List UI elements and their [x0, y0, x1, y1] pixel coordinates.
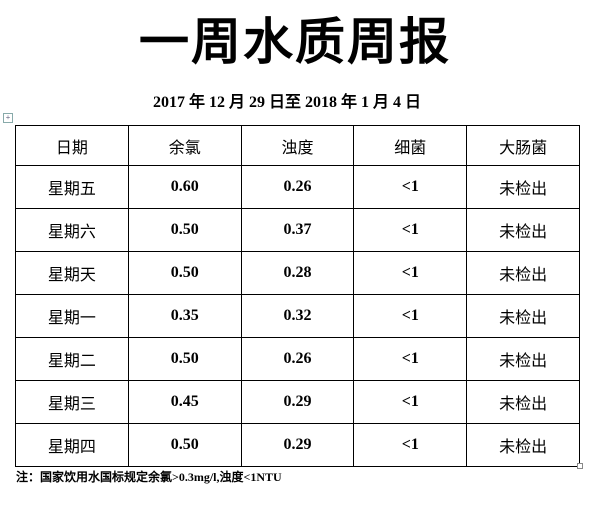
table-cell: <1: [353, 165, 468, 209]
table-cell: 星期三: [15, 380, 129, 424]
footnote: 注：国家饮用水国标规定余氯>0.3mg/l,浊度<1NTU: [16, 470, 282, 484]
title: 一周水质周报: [139, 14, 451, 70]
table-cell: 星期六: [15, 208, 129, 252]
table-cell: 0.32: [240, 294, 355, 338]
table-cell: 0.50: [127, 208, 242, 252]
table-cell: 0.50: [127, 423, 242, 467]
table-cell: 未检出: [466, 423, 580, 467]
table-row: 星期一 0.35 0.32 <1 未检出: [15, 294, 580, 338]
column-header: 浊度: [240, 125, 355, 166]
table-row: 星期四 0.50 0.29 <1 未检出: [15, 423, 580, 467]
table-cell: 未检出: [466, 251, 580, 295]
table-body: 星期五 0.60 0.26 <1 未检出 星期六 0.50 0.37 <1 未检出 星期天 0.50 0…: [15, 165, 580, 467]
table-row: 星期天 0.50 0.28 <1 未检出: [15, 251, 580, 295]
table-cell: 未检出: [466, 337, 580, 381]
table-cell: 0.26: [240, 337, 355, 381]
table-row: 星期五 0.60 0.26 <1 未检出: [15, 165, 580, 209]
column-header: 日期: [15, 125, 129, 166]
table-cell: <1: [353, 208, 468, 252]
table-cell: 星期一: [15, 294, 129, 338]
table-cell: 星期天: [15, 251, 129, 295]
subtitle: 2017 年 12 月 29 日至 2018 年 1 月 4 日: [152, 94, 421, 111]
table-cell: 0.29: [240, 380, 355, 424]
table-cell: 0.45: [127, 380, 242, 424]
table-cell: 0.37: [240, 208, 355, 252]
table-cell: <1: [353, 423, 468, 467]
column-header: 大肠菌: [466, 125, 580, 166]
column-header: 余氯: [127, 125, 242, 166]
table-row: 星期二 0.50 0.26 <1 未检出: [15, 337, 580, 381]
table-cell: 0.35: [127, 294, 242, 338]
table-cell: <1: [353, 294, 468, 338]
table-cell: 0.60: [127, 165, 242, 209]
table-cell: 星期二: [15, 337, 129, 381]
table-cell: 0.50: [127, 251, 242, 295]
table-cell: <1: [353, 337, 468, 381]
table-cell: 0.29: [240, 423, 355, 467]
table-cell: 星期五: [15, 165, 129, 209]
table-cell: 0.26: [240, 165, 355, 209]
table-cell: 未检出: [466, 380, 580, 424]
water-quality-table: 日期 余氯 浊度 细菌 大肠菌 星期五 0.60 0.26 <1 未检出 星期六 0.50 0.37 <…: [15, 125, 580, 467]
table-cell: <1: [353, 380, 468, 424]
column-header: 细菌: [353, 125, 468, 166]
table-cell: 星期四: [15, 423, 129, 467]
table-row: 星期三 0.45 0.29 <1 未检出: [15, 380, 580, 424]
table-cell: <1: [353, 251, 468, 295]
table-cell: 未检出: [466, 294, 580, 338]
table-cell: 0.28: [240, 251, 355, 295]
table-row: 星期六 0.50 0.37 <1 未检出: [15, 208, 580, 252]
table-cell: 未检出: [466, 208, 580, 252]
header-row: 日期 余氯 浊度 细菌 大肠菌: [15, 125, 580, 166]
table-cell: 0.50: [127, 337, 242, 381]
table-move-handle[interactable]: +: [3, 113, 13, 123]
table-resize-handle[interactable]: [577, 463, 583, 469]
table-cell: 未检出: [466, 165, 580, 209]
